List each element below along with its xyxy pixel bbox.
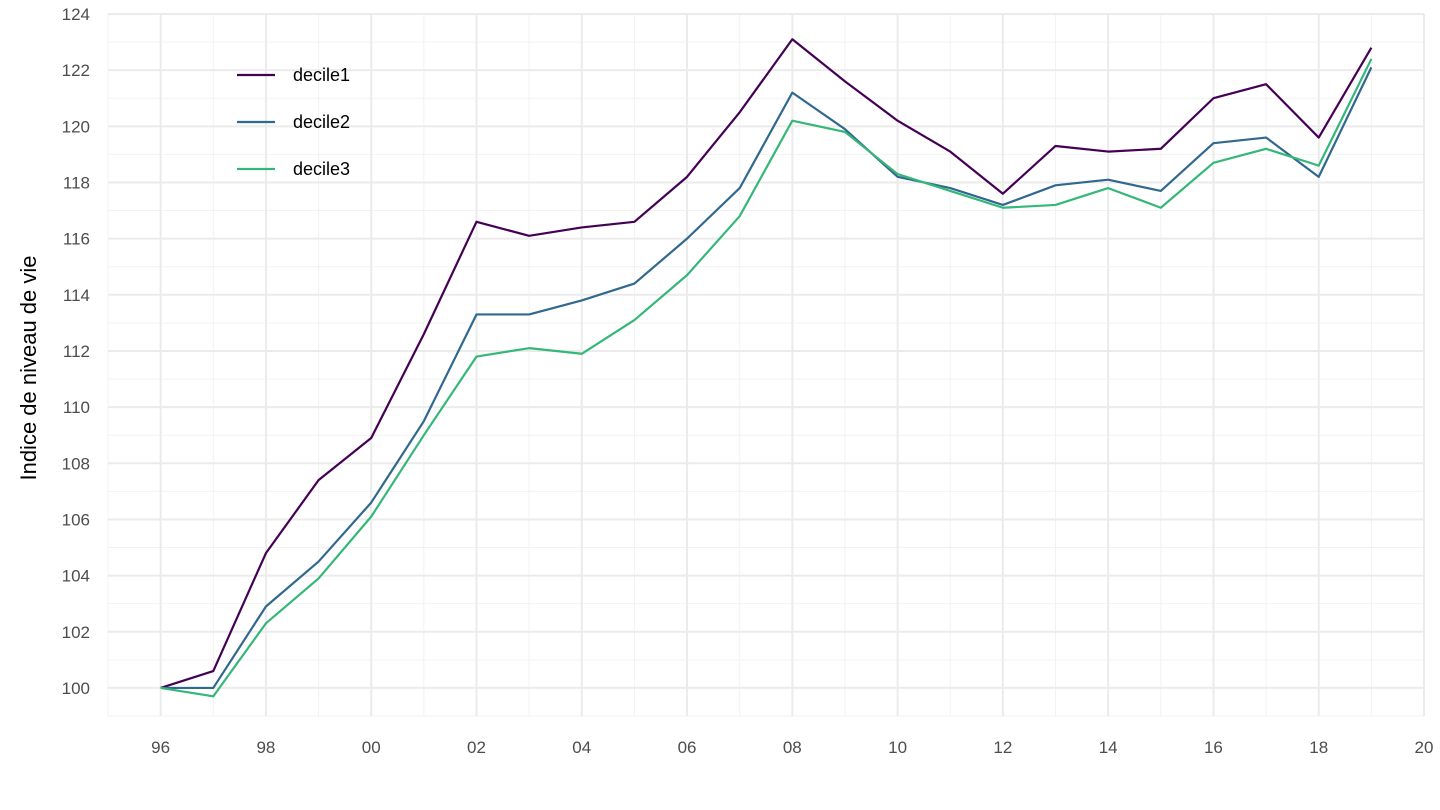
x-tick-label: 10 bbox=[888, 738, 907, 757]
x-tick-label: 16 bbox=[1204, 738, 1223, 757]
x-tick-label: 06 bbox=[678, 738, 697, 757]
series-lines bbox=[160, 38, 1373, 698]
legend-item-decile3: decile3 bbox=[237, 159, 350, 179]
y-tick-label: 100 bbox=[62, 679, 90, 698]
y-tick-label: 112 bbox=[63, 342, 90, 361]
y-tick-label: 118 bbox=[63, 173, 90, 192]
x-tick-label: 12 bbox=[993, 738, 1012, 757]
x-tick-label: 20 bbox=[1415, 738, 1434, 757]
y-tick-label: 120 bbox=[62, 117, 90, 136]
x-tick-label: 02 bbox=[467, 738, 486, 757]
y-axis-tick-labels: 100 102 104 106 108 110 112 114 116 118 120 122 124 bbox=[62, 5, 90, 698]
y-tick-label: 114 bbox=[63, 286, 90, 305]
x-tick-label: 08 bbox=[783, 738, 802, 757]
series-line-decile3 bbox=[160, 58, 1373, 698]
x-tick-label: 96 bbox=[151, 738, 170, 757]
legend-label: decile2 bbox=[293, 112, 350, 132]
grid bbox=[107, 13, 1425, 717]
y-tick-label: 116 bbox=[63, 230, 90, 249]
x-axis-tick-labels: 96 98 00 02 04 06 08 10 12 14 16 18 20 bbox=[151, 738, 1433, 757]
y-tick-label: 104 bbox=[62, 567, 90, 586]
legend-label: decile1 bbox=[293, 65, 350, 85]
series-line-decile2 bbox=[160, 66, 1373, 690]
x-tick-label: 04 bbox=[572, 738, 591, 757]
x-tick-label: 00 bbox=[362, 738, 381, 757]
legend-item-decile2: decile2 bbox=[237, 112, 350, 132]
y-axis-title: Indice de niveau de vie bbox=[16, 255, 41, 480]
legend-item-decile1: decile1 bbox=[237, 65, 350, 85]
legend: decile1 decile2 decile3 bbox=[237, 65, 350, 179]
y-tick-label: 110 bbox=[63, 398, 90, 417]
y-tick-label: 102 bbox=[62, 623, 90, 642]
x-tick-label: 98 bbox=[256, 738, 275, 757]
y-tick-label: 108 bbox=[62, 454, 90, 473]
series-line-decile1 bbox=[160, 38, 1373, 689]
x-tick-label: 14 bbox=[1099, 738, 1118, 757]
x-tick-label: 18 bbox=[1309, 738, 1328, 757]
y-tick-label: 124 bbox=[62, 5, 90, 24]
y-tick-label: 122 bbox=[62, 61, 90, 80]
legend-label: decile3 bbox=[293, 159, 350, 179]
y-tick-label: 106 bbox=[62, 510, 90, 529]
